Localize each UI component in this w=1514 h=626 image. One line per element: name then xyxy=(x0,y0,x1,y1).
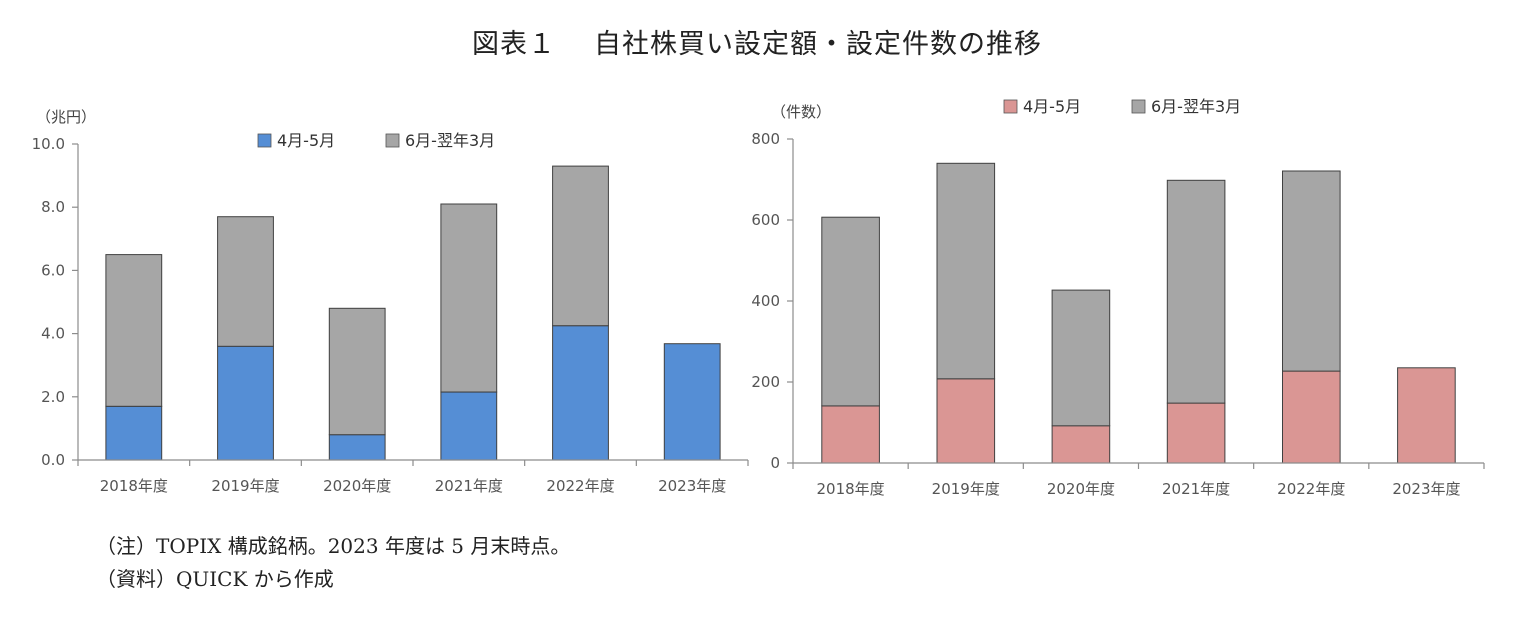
chart-1-bar-1-3 xyxy=(1166,179,1226,404)
chart-1-bar-0-0 xyxy=(821,405,880,464)
chart-0-bar-1-1 xyxy=(217,216,274,347)
chart-1-legend-label-0: 4月-5月 xyxy=(1023,97,1081,116)
chart-1-x-tick-label-5: 2023年度 xyxy=(1392,480,1460,498)
chart-1-x-tick-label-3: 2021年度 xyxy=(1162,480,1230,498)
chart-1-unit-label: （件数） xyxy=(771,103,831,121)
chart-1-legend-swatch-1 xyxy=(1131,99,1146,114)
source-text: （資料）QUICK から作成 xyxy=(96,567,334,591)
chart-0-bar-1-4 xyxy=(552,165,609,327)
chart-1-bar-0-1 xyxy=(936,378,996,464)
chart-0-legend-label-1: 6月-翌年3月 xyxy=(405,131,495,150)
chart-0-y-tick-label-0: 0.0 xyxy=(41,451,65,469)
note-text: （注）TOPIX 構成銘柄。2023 年度は 5 月末時点。 xyxy=(96,534,571,558)
buyback-amount-chart: （兆円） 4月-5月 6月-翌年3月 2018年度 2019年度 2020年度 2021年度… xyxy=(32,108,749,495)
chart-1-x-tick-label-0: 2018年度 xyxy=(816,480,884,498)
figure-number: 図表１ xyxy=(472,29,556,60)
chart-1-bar-0-2 xyxy=(1051,425,1111,464)
figure-notes: （注）TOPIX 構成銘柄。2023 年度は 5 月末時点。 （資料）QUICK… xyxy=(96,530,570,596)
chart-0-x-tick-label-0: 2018年度 xyxy=(100,477,168,495)
chart-0-legend-swatch-1 xyxy=(385,133,400,148)
chart-1-bar-1-1 xyxy=(936,162,996,380)
chart-1-bar-1-4 xyxy=(1282,170,1341,372)
chart-1-bar-0-5 xyxy=(1397,367,1456,464)
chart-0-x-tick-label-5: 2023年度 xyxy=(658,477,726,495)
chart-1-bar-1-0 xyxy=(821,216,880,407)
chart-0-y-tick-label-3: 6.0 xyxy=(41,261,65,279)
figure-title: 自社株買い設定額・設定件数の推移 xyxy=(594,29,1042,60)
chart-0-legend-swatch-0 xyxy=(257,133,272,148)
chart-1-x-tick-label-4: 2022年度 xyxy=(1277,480,1345,498)
chart-0-bar-0-3 xyxy=(440,391,498,461)
chart-0-x-tick-label-2: 2020年度 xyxy=(323,477,391,495)
chart-0-bar-0-4 xyxy=(552,325,609,461)
chart-1-legend-label-1: 6月-翌年3月 xyxy=(1151,97,1241,116)
chart-0-y-tick-label-5: 10.0 xyxy=(32,135,65,153)
chart-0-y-tick-label-2: 4.0 xyxy=(41,325,65,343)
chart-1-bar-0-3 xyxy=(1166,402,1226,464)
chart-0-x-tick-label-3: 2021年度 xyxy=(435,477,503,495)
chart-0-bar-1-0 xyxy=(105,254,163,407)
chart-0-bar-0-5 xyxy=(663,343,721,461)
chart-1-y-tick-label-0: 0 xyxy=(770,454,780,472)
chart-0-bar-1-2 xyxy=(328,307,386,436)
chart-1-bar-0-4 xyxy=(1282,370,1341,464)
page-title: 図表１ 自社株買い設定額・設定件数の推移 xyxy=(0,22,1514,61)
chart-1-legend-swatch-0 xyxy=(1003,99,1018,114)
chart-0-unit-label: （兆円） xyxy=(36,108,96,126)
chart-1-x-tick-label-2: 2020年度 xyxy=(1047,480,1115,498)
chart-0-bar-0-0 xyxy=(105,405,163,461)
chart-0-x-tick-label-4: 2022年度 xyxy=(546,477,614,495)
chart-1-x-tick-label-1: 2019年度 xyxy=(932,480,1000,498)
chart-1-bar-1-2 xyxy=(1051,289,1111,427)
chart-0-bar-1-3 xyxy=(440,203,498,393)
chart-0-y-tick-label-1: 2.0 xyxy=(41,388,65,406)
chart-0-bar-0-2 xyxy=(328,434,386,461)
chart-0-y-tick-label-4: 8.0 xyxy=(41,198,65,216)
chart-0-legend-label-0: 4月-5月 xyxy=(277,131,335,150)
chart-0-x-tick-label-1: 2019年度 xyxy=(211,477,279,495)
chart-0-bar-0-1 xyxy=(217,345,274,461)
